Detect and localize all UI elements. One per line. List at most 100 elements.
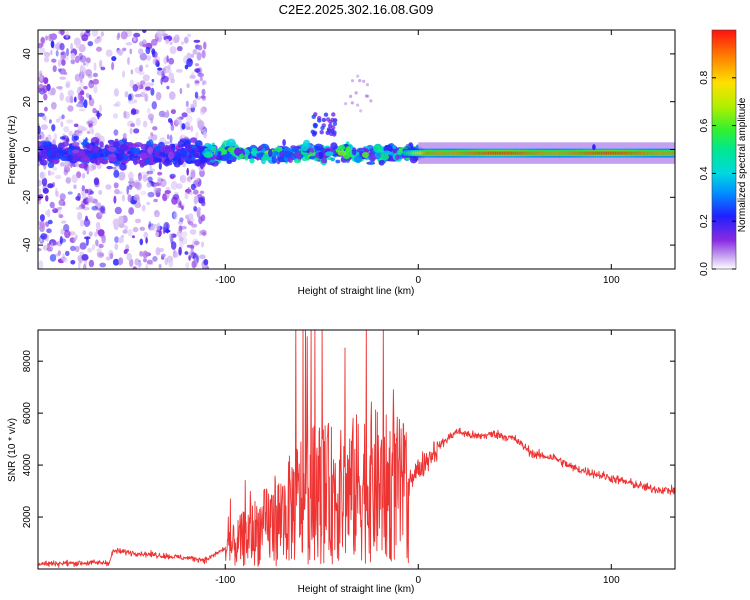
noise-speckle (142, 250, 149, 259)
noise-speckle (173, 211, 178, 220)
noise-speckle (38, 162, 41, 167)
tone-core (529, 151, 533, 155)
noise-speckle (137, 172, 142, 182)
tone-core (561, 151, 565, 155)
band-cell (226, 138, 236, 147)
noise-speckle (65, 48, 70, 57)
noise-speckle (75, 206, 82, 210)
band-cell (283, 150, 293, 159)
band-cell (251, 147, 258, 154)
noise-speckle (139, 238, 144, 246)
band-cell (293, 159, 301, 164)
tone-core (627, 151, 631, 155)
noise-speckle (38, 193, 44, 199)
noise-speckle (47, 242, 51, 247)
noise-speckle (362, 79, 366, 83)
band-cell (51, 159, 59, 165)
tone-core (514, 151, 517, 155)
noise-speckle (354, 91, 358, 95)
y-tick-label: 6000 (22, 402, 33, 425)
tone-core (484, 151, 488, 155)
noise-speckle (50, 49, 53, 56)
noise-speckle (87, 41, 94, 47)
noise-speckle (87, 188, 93, 196)
noise-speckle (74, 73, 81, 82)
noise-speckle (196, 194, 203, 200)
noise-speckle (74, 234, 78, 240)
tone-core (600, 151, 604, 155)
tone-core (520, 151, 524, 155)
noise-speckle (65, 250, 70, 257)
noise-speckle (145, 55, 152, 61)
noise-speckle (171, 211, 177, 220)
noise-speckle (194, 195, 199, 204)
band-cell (144, 159, 151, 165)
noise-speckle (130, 109, 137, 116)
band-cell (99, 141, 104, 148)
noise-speckle (133, 128, 140, 134)
noise-speckle (133, 194, 140, 201)
noise-speckle (58, 214, 64, 219)
noise-speckle (182, 231, 188, 238)
noise-speckle (88, 118, 94, 124)
noise-speckle (146, 259, 153, 265)
noise-speckle (200, 241, 205, 248)
spectrogram-ridge (402, 144, 675, 158)
tone-core (579, 151, 583, 155)
noise-speckle (189, 229, 197, 235)
tone-core (611, 151, 615, 155)
noise-speckle (78, 52, 83, 60)
tone-core (538, 151, 542, 155)
noise-speckle (156, 70, 164, 76)
band-cell (50, 144, 56, 153)
noise-speckle (199, 254, 206, 260)
tone-core (405, 151, 408, 155)
noise-speckle (65, 177, 72, 184)
tone-core (543, 151, 547, 155)
noise-speckle (118, 215, 124, 224)
noise-speckle (179, 217, 184, 222)
tone-core (643, 151, 647, 155)
noise-speckle (350, 101, 354, 105)
noise-speckle (52, 65, 57, 73)
noise-speckle (55, 190, 60, 198)
spectrogram-ticks: -100 0 100 -40 -20 0 20 40 (22, 30, 675, 286)
noise-speckle (67, 89, 75, 97)
tone-core (486, 151, 490, 155)
noise-speckle (86, 167, 90, 175)
noise-speckle (181, 205, 184, 211)
band-cell (210, 145, 217, 153)
noise-speckle (172, 194, 180, 200)
noise-speckle (146, 181, 152, 188)
noise-speckle (113, 169, 120, 178)
noise-speckle (158, 264, 162, 269)
noise-speckle (49, 254, 57, 262)
noise-speckle (179, 200, 182, 208)
band-cell (153, 157, 162, 163)
band-cell (271, 155, 277, 164)
noise-speckle (112, 166, 117, 170)
noise-speckle (190, 252, 197, 259)
noise-speckle (151, 38, 158, 46)
tone-core (568, 151, 572, 155)
band-cell (78, 163, 88, 169)
band-cell (76, 150, 86, 157)
noise-speckle (51, 58, 57, 63)
noise-speckle (59, 76, 66, 80)
noise-speckle (176, 183, 183, 190)
spectrogram-image (38, 30, 675, 269)
x-tick-label: 100 (603, 575, 620, 586)
band-cell (249, 158, 255, 164)
tone-core (450, 151, 454, 155)
noise-speckle (77, 211, 83, 221)
noise-speckle (193, 189, 199, 195)
band-cell (330, 142, 338, 151)
tone-core (665, 151, 669, 155)
noise-speckle (189, 191, 193, 195)
tone-core (563, 151, 567, 155)
noise-speckle (122, 132, 127, 139)
noise-speckle (120, 31, 128, 40)
noise-speckle (94, 38, 99, 44)
y-tick-label: 2000 (22, 505, 33, 528)
colorbar: 0.0 0.2 0.4 0.6 0.8 Normalized spectral ampl… (699, 29, 748, 276)
